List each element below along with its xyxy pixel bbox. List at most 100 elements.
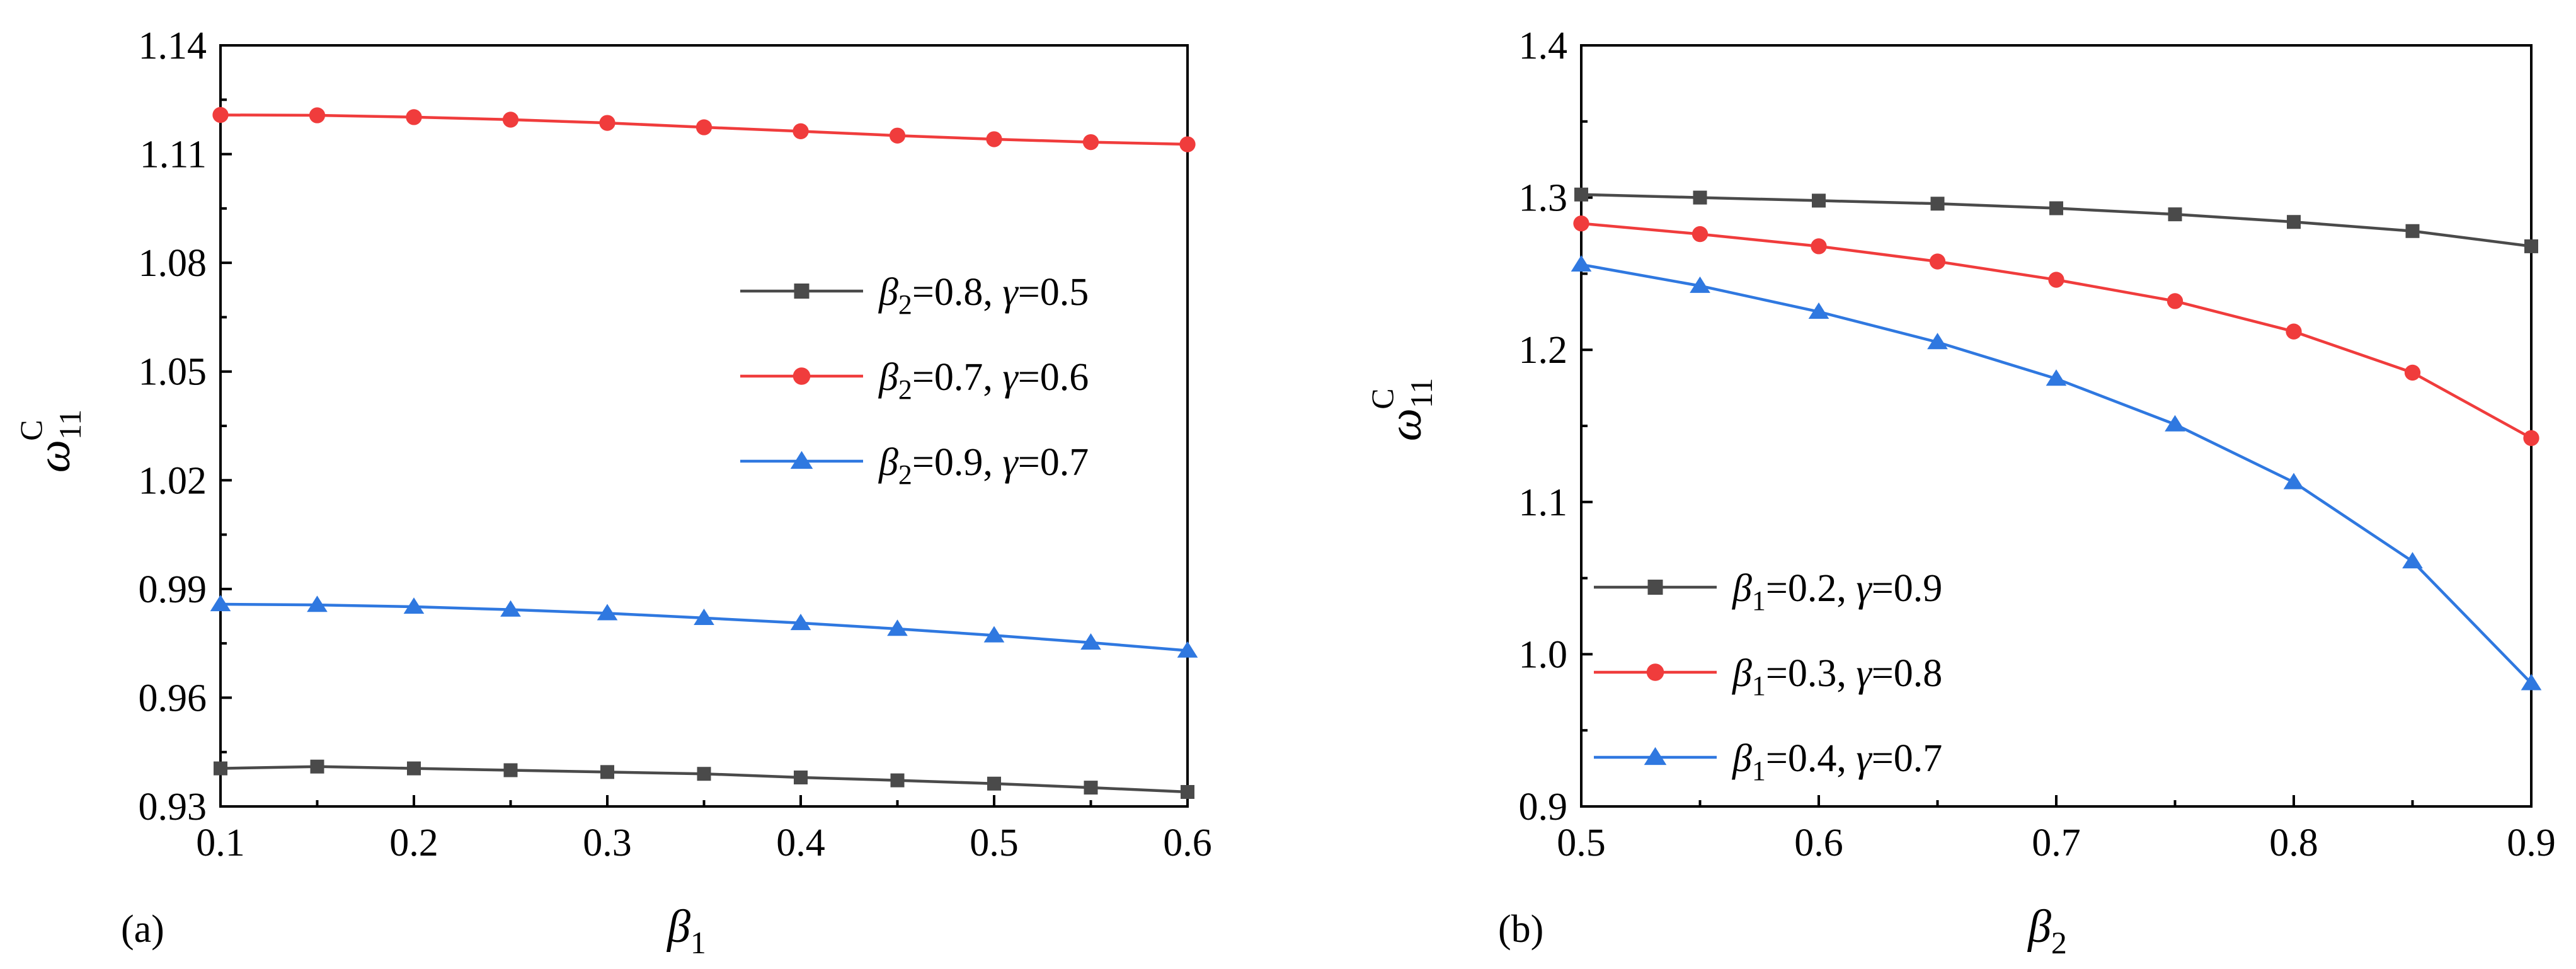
data-point [1930,197,1945,211]
x-axis-title: β2 [2027,901,2067,960]
legend-symbol: γ [1002,441,1019,484]
panel-label: (a) [121,908,164,951]
legend-subscript: 2 [898,289,912,320]
legend-value: =0.5 [1018,271,1089,314]
data-point [983,626,1005,643]
y-tick-label: 1.0 [1519,633,1568,676]
legend-value: =0.2, [1766,567,1856,610]
legend-marker [1646,663,1664,681]
legend-symbol: β [1732,652,1752,695]
legend-symbol: γ [1002,356,1019,399]
legend-marker [794,284,810,299]
x-axis-subscript: 1 [690,925,706,960]
data-point [210,595,231,612]
data-point [1177,641,1198,658]
legend-marker [1644,747,1667,765]
data-point [2167,293,2184,309]
data-point [1179,136,1196,152]
legend-marker [1647,580,1663,595]
x-tick-label: 0.3 [583,822,632,864]
data-point [1084,781,1098,795]
data-point [987,776,1001,791]
data-point [1690,276,1710,293]
data-point [2404,364,2421,381]
legend-value: =0.9 [1872,567,1942,610]
legend-label: β2=0.8, γ=0.5 [878,271,1089,320]
data-point [1929,253,1946,270]
y-axis-subscript: 11 [52,410,88,440]
legend-subscript: 1 [1752,585,1766,616]
data-point [986,131,1002,147]
legend-label: β1=0.2, γ=0.9 [1732,567,1942,616]
series-triangle [210,595,1198,658]
data-point [2165,415,2185,432]
y-axis-superscript: C [1365,388,1400,409]
data-point [2048,272,2064,288]
data-point [1571,255,1592,272]
data-point [2286,323,2302,340]
y-tick-label: 1.08 [139,242,207,285]
y-tick-label: 0.99 [139,568,207,611]
x-axis-symbol: β [2027,901,2051,953]
legend-marker [790,450,813,469]
x-tick-label: 0.2 [389,822,438,864]
legend-value: =0.7, [912,356,1002,399]
y-tick-label: 1.1 [1519,481,1568,524]
data-point [790,614,811,631]
x-tick-label: 0.4 [776,822,825,864]
y-tick-label: 1.4 [1519,25,1568,67]
x-tick-label: 0.1 [196,822,245,864]
legend-subscript: 1 [1752,755,1766,786]
x-axis-subscript: 2 [2051,925,2067,960]
legend-symbol: β [878,356,898,399]
data-point [1692,226,1709,243]
y-tick-label: 1.3 [1519,177,1568,220]
data-point [500,600,521,617]
data-point [2287,215,2301,229]
x-tick-label: 0.6 [1163,822,1212,864]
data-point [2524,239,2538,253]
y-tick-label: 1.2 [1519,329,1568,372]
data-point [1812,193,1826,208]
x-axis-title: β1 [666,901,706,960]
x-tick-label: 0.8 [2269,822,2318,864]
data-point [694,609,714,626]
data-point [502,112,519,128]
data-point [696,119,713,135]
legend-label: β2=0.7, γ=0.6 [878,356,1089,405]
series-line [1581,222,2533,440]
chart-panel-b: 0.5 0.6 0.7 0.8 0.90.91.01.11.21.31.4β1=0.2,… [1365,25,2556,960]
data-point [889,127,906,144]
series-square [1574,187,2538,253]
data-point [2049,201,2063,215]
legend-symbol: γ [1002,271,1019,314]
data-point [1573,215,1589,232]
data-point [1808,302,1829,319]
panel-label: (b) [1498,908,1543,951]
data-point [406,109,422,125]
y-axis-symbol: ω [28,440,80,473]
y-axis-title: ω11C [13,410,88,473]
data-point [597,604,618,621]
x-tick-label: 0.9 [2507,822,2556,864]
data-point [403,597,425,614]
data-point [1574,187,1588,202]
y-axis-symbol: ω [1380,408,1431,441]
data-point [2405,224,2420,238]
data-point [2523,430,2539,446]
legend-value: =0.3, [1766,652,1856,695]
data-point [1693,190,1707,205]
data-point [600,765,614,779]
data-point [407,761,421,776]
y-tick-label: 1.05 [139,351,207,394]
data-point [1811,238,1827,255]
data-point [2283,473,2304,490]
legend-subscript: 1 [1752,670,1766,701]
data-point [2521,674,2542,691]
data-point [214,761,227,776]
y-tick-label: 0.9 [1519,786,1568,829]
data-point [503,763,518,777]
series-circle [212,106,1196,152]
x-tick-label: 0.5 [970,822,1019,864]
